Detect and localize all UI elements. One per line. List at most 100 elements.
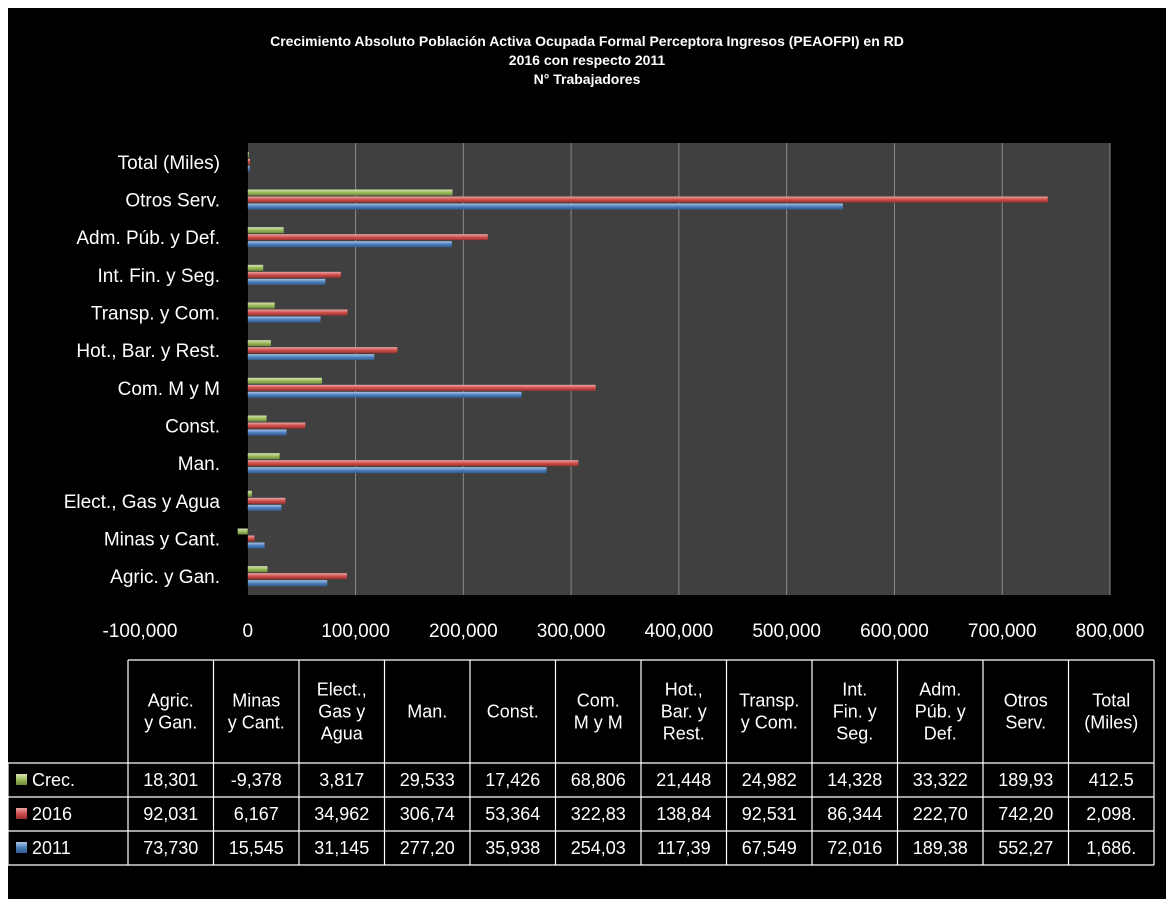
bar-2016-int-fin-y-seg	[247, 271, 341, 278]
chart-title-line-1: Crecimiento Absoluto Población Activa Oc…	[270, 33, 904, 49]
x-tick-label-6: 500,000	[752, 621, 821, 642]
table-cell-2011-const: 35,938	[485, 838, 540, 858]
table-header-minas-y-cant-line-0: Minas	[232, 691, 280, 711]
table-header-int-fin-y-seg-line-1: Fin. y	[833, 702, 877, 722]
category-label-transp-y-com: Transp. y Com.	[91, 304, 220, 325]
bar-crec-transp-y-com	[247, 302, 275, 309]
category-label-com-m-y-m: Com. M y M	[118, 379, 220, 400]
table-header-transp-y-com-line-0: Transp.	[739, 691, 799, 711]
x-tick-label-8: 700,000	[968, 621, 1037, 642]
bar-2011-man	[247, 467, 547, 474]
table-cell-2016-int-fin-y-seg: 86,344	[827, 804, 882, 824]
bar-2016-minas-y-cant	[247, 535, 255, 542]
table-header-hot-bar-y-rest-line-2: Rest.	[663, 724, 705, 744]
category-label-elect-gas-y-agua: Elect., Gas y Agua	[64, 492, 221, 513]
bar-2011-const	[247, 429, 287, 436]
table-cell-2016-hot-bar-y-rest: 138,84	[656, 804, 711, 824]
table-header-int-fin-y-seg-line-2: Seg.	[836, 724, 873, 744]
table-cell-2011-adm-pub-y-def: 189,38	[913, 838, 968, 858]
table-cell-2011-hot-bar-y-rest: 117,39	[657, 838, 711, 858]
bar-crec-minas-y-cant	[237, 528, 248, 535]
table-header-elect-gas-y-agua-line-2: Agua	[321, 724, 364, 744]
bar-crec-otros-serv	[247, 189, 453, 196]
bar-2016-com-m-y-m	[247, 384, 596, 391]
legend-label-crec: Crec.	[32, 770, 75, 790]
bar-2011-hot-bar-y-rest	[247, 354, 375, 361]
table-cell-crec-agric-y-gan: 18,301	[143, 770, 198, 790]
x-tick-label-2: 100,000	[321, 621, 390, 642]
bar-crec-adm-pub-y-def	[247, 227, 284, 234]
table-header-agric-y-gan-line-0: Agric.	[148, 691, 194, 711]
category-label-const: Const.	[165, 417, 220, 438]
chart-title-line-2: 2016 con respecto 2011	[508, 52, 666, 68]
table-cell-2011-int-fin-y-seg: 72,016	[827, 838, 882, 858]
table-header-transp-y-com-line-1: y Com.	[741, 713, 798, 733]
table-cell-crec-transp-y-com: 24,982	[742, 770, 797, 790]
table-cell-2016-com-m-y-m: 322,83	[571, 804, 626, 824]
category-label-adm-pub-y-def: Adm. Púb. y Def.	[76, 228, 220, 249]
category-label-agric-y-gan: Agric. y Gan.	[110, 567, 220, 588]
bar-2011-transp-y-com	[247, 316, 321, 323]
table-cell-2016-minas-y-cant: 6,167	[234, 804, 279, 824]
table-cell-2011-otros-serv: 552,27	[998, 838, 1053, 858]
bar-2016-agric-y-gan	[247, 573, 347, 580]
bar-2011-minas-y-cant	[247, 542, 265, 549]
table-cell-2016-transp-y-com: 92,531	[742, 804, 797, 824]
bar-crec-agric-y-gan	[247, 566, 268, 573]
table-header-const-line-0: Const.	[487, 702, 539, 722]
table-header-minas-y-cant-line-1: y Cant.	[228, 713, 285, 733]
table-cell-2016-total-miles: 2,098.	[1086, 804, 1136, 824]
table-cell-crec-otros-serv: 189,93	[998, 770, 1053, 790]
x-tick-label-7: 600,000	[860, 621, 929, 642]
bar-crec-int-fin-y-seg	[247, 264, 264, 271]
category-label-otros-serv: Otros Serv.	[125, 191, 220, 212]
table-header-hot-bar-y-rest-line-0: Hot.,	[665, 680, 703, 700]
table-cell-2011-minas-y-cant: 15,545	[229, 838, 284, 858]
bar-crec-hot-bar-y-rest	[247, 340, 271, 347]
bar-2011-elect-gas-y-agua	[247, 504, 282, 511]
table-header-com-m-y-m-line-1: M y M	[574, 713, 623, 733]
bar-2011-agric-y-gan	[247, 580, 328, 587]
table-cell-2011-agric-y-gan: 73,730	[143, 838, 198, 858]
table-cell-crec-com-m-y-m: 68,806	[571, 770, 626, 790]
bar-2016-transp-y-com	[247, 309, 348, 316]
table-cell-2011-com-m-y-m: 254,03	[571, 838, 626, 858]
bar-crec-man	[247, 453, 280, 460]
table-cell-2016-adm-pub-y-def: 222,70	[913, 804, 968, 824]
category-label-int-fin-y-seg: Int. Fin. y Seg.	[98, 266, 221, 287]
chart-title-line-3: N° Trabajadores	[533, 71, 641, 87]
table-cell-2016-agric-y-gan: 92,031	[143, 804, 198, 824]
table-cell-crec-adm-pub-y-def: 33,322	[913, 770, 968, 790]
table-cell-2016-elect-gas-y-agua: 34,962	[314, 804, 369, 824]
bar-2016-hot-bar-y-rest	[247, 347, 398, 354]
table-header-adm-pub-y-def-line-1: Púb. y	[915, 702, 966, 722]
table-header-com-m-y-m-line-0: Com.	[577, 691, 620, 711]
bar-2011-total-miles	[247, 165, 250, 172]
bar-2016-otros-serv	[247, 196, 1048, 203]
bar-2016-total-miles	[247, 158, 251, 165]
category-label-hot-bar-y-rest: Hot., Bar. y Rest.	[76, 341, 220, 362]
table-cell-2011-elect-gas-y-agua: 31,145	[314, 838, 369, 858]
bar-2016-man	[247, 460, 579, 467]
legend-label-2011: 2011	[32, 838, 71, 858]
legend-key-crec	[16, 774, 27, 785]
x-tick-label-5: 400,000	[645, 621, 714, 642]
table-header-elect-gas-y-agua-line-0: Elect.,	[317, 680, 367, 700]
bar-2016-const	[247, 422, 306, 429]
bar-2011-int-fin-y-seg	[247, 278, 326, 285]
bar-crec-com-m-y-m	[247, 377, 322, 384]
table-header-total-miles-line-1: (Miles)	[1084, 713, 1138, 733]
table-header-elect-gas-y-agua-line-1: Gas y	[318, 702, 365, 722]
table-header-adm-pub-y-def-line-2: Def.	[924, 724, 957, 744]
legend-key-2011	[16, 842, 27, 853]
table-cell-2011-transp-y-com: 67,549	[742, 838, 797, 858]
table-cell-2016-man: 306,74	[400, 804, 455, 824]
table-header-int-fin-y-seg-line-0: Int.	[842, 680, 867, 700]
bar-crec-elect-gas-y-agua	[247, 490, 252, 497]
table-cell-2011-man: 277,20	[400, 838, 455, 858]
table-header-total-miles-line-0: Total	[1092, 691, 1130, 711]
table-cell-crec-const: 17,426	[485, 770, 540, 790]
table-header-agric-y-gan-line-1: y Gan.	[144, 713, 197, 733]
table-cell-crec-hot-bar-y-rest: 21,448	[656, 770, 711, 790]
